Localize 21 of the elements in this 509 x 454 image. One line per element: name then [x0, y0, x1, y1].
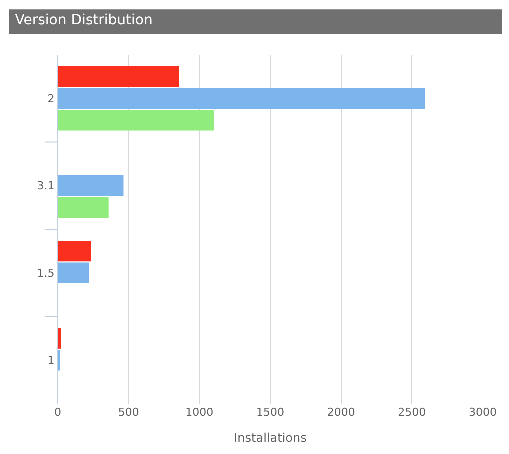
x-tick-label: 2500 — [398, 406, 426, 419]
x-tick-label: 2000 — [327, 406, 356, 419]
chart-title: Version Distribution — [15, 12, 153, 28]
bar — [58, 240, 92, 262]
x-tick-label: 3000 — [469, 406, 497, 419]
x-tick-label: 0 — [54, 406, 62, 419]
bar — [58, 197, 109, 218]
bar — [58, 328, 62, 349]
bar — [58, 66, 180, 88]
y-tick-label: 1 — [48, 354, 55, 368]
x-axis-title: Installations — [234, 430, 307, 445]
y-tick-label: 1.5 — [37, 266, 55, 280]
bar — [58, 88, 426, 109]
y-tick-label: 2 — [48, 92, 55, 106]
bar — [58, 262, 90, 284]
x-tick-label: 500 — [118, 406, 140, 419]
x-tick-label: 1500 — [256, 406, 284, 419]
bar — [58, 110, 214, 131]
bar — [58, 176, 124, 196]
x-tick-label: 1000 — [186, 406, 214, 419]
y-tick-label: 3.1 — [37, 180, 55, 193]
